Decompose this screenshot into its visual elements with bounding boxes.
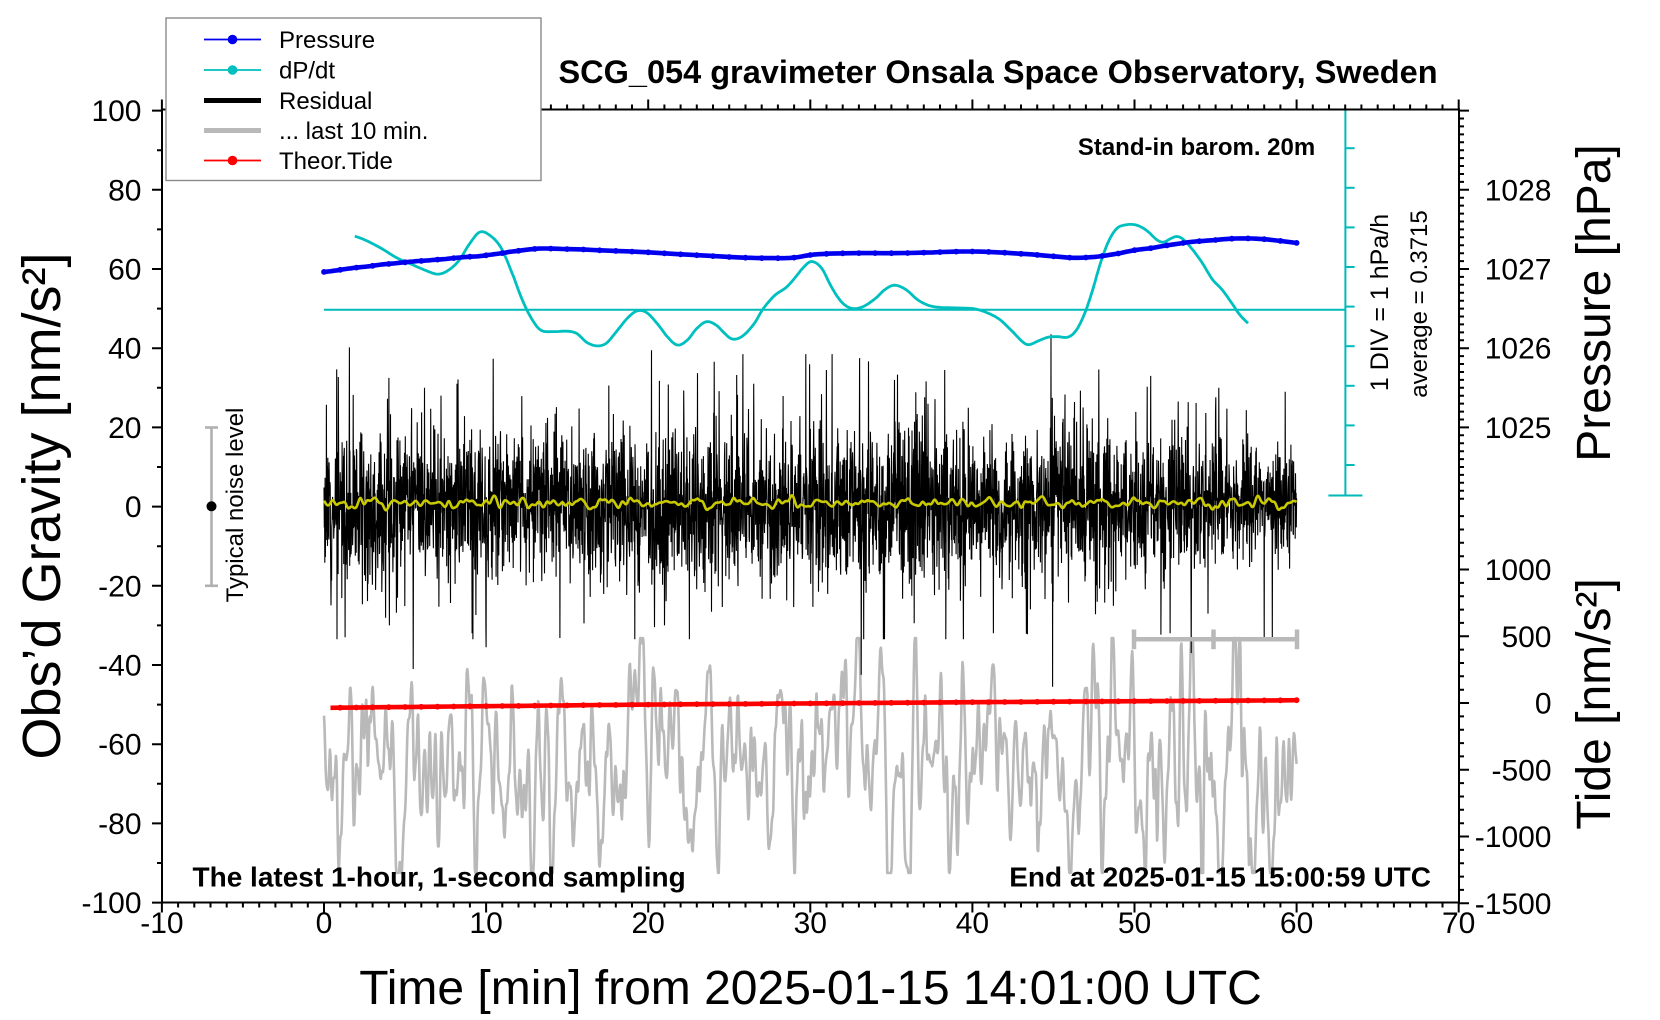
svg-text:0: 0	[1535, 688, 1552, 721]
svg-text:Pressure: Pressure	[279, 27, 375, 54]
svg-text:0: 0	[316, 907, 333, 940]
svg-text:-40: -40	[98, 650, 141, 683]
svg-text:Stand-in barom. 20m: Stand-in barom. 20m	[1078, 134, 1315, 161]
svg-text:End at 2025-01-15 15:00:59 UTC: End at 2025-01-15 15:00:59 UTC	[1009, 862, 1431, 893]
svg-text:1027: 1027	[1485, 254, 1552, 287]
svg-text:The latest 1-hour, 1-second sa: The latest 1-hour, 1-second sampling	[193, 862, 686, 893]
svg-text:-1500: -1500	[1475, 888, 1552, 921]
svg-text:20: 20	[632, 907, 665, 940]
svg-text:Time [min] from 2025-01-15 14:: Time [min] from 2025-01-15 14:01:00 UTC	[359, 962, 1262, 1015]
svg-text:-100: -100	[81, 887, 141, 920]
svg-text:30: 30	[794, 907, 827, 940]
svg-text:-80: -80	[98, 808, 141, 841]
svg-text:1026: 1026	[1485, 333, 1552, 366]
svg-text:SCG_054 gravimeter Onsala Spac: SCG_054 gravimeter Onsala Space Observat…	[558, 54, 1437, 90]
svg-text:dP/dt: dP/dt	[279, 58, 335, 85]
svg-text:-500: -500	[1491, 754, 1551, 787]
svg-text:60: 60	[1280, 907, 1313, 940]
svg-text:500: 500	[1501, 621, 1551, 654]
svg-text:Residual: Residual	[279, 88, 372, 115]
svg-text:1028: 1028	[1485, 174, 1552, 207]
svg-text:20: 20	[108, 412, 141, 445]
svg-text:Pressure [hPa]: Pressure [hPa]	[1568, 144, 1621, 461]
svg-text:-10: -10	[140, 907, 183, 940]
svg-text:40: 40	[108, 333, 141, 366]
svg-text:50: 50	[1118, 907, 1151, 940]
svg-text:Tide [nm/s²]: Tide [nm/s²]	[1568, 578, 1621, 830]
svg-text:Obs’d Gravity [nm/s²]: Obs’d Gravity [nm/s²]	[12, 252, 72, 759]
svg-text:average = 0.3715: average = 0.3715	[1406, 210, 1433, 398]
svg-text:70: 70	[1442, 907, 1475, 940]
svg-text:0: 0	[125, 491, 142, 524]
svg-text:Theor.Tide: Theor.Tide	[279, 148, 393, 175]
svg-text:10: 10	[469, 907, 502, 940]
svg-text:80: 80	[108, 174, 141, 207]
svg-text:-60: -60	[98, 729, 141, 762]
svg-text:40: 40	[956, 907, 989, 940]
svg-text:100: 100	[91, 95, 141, 128]
svg-text:60: 60	[108, 254, 141, 287]
svg-text:1 DIV = 1 hPa/h: 1 DIV = 1 hPa/h	[1366, 214, 1394, 391]
svg-text:Typical noise level: Typical noise level	[222, 408, 249, 603]
svg-text:-20: -20	[98, 570, 141, 603]
svg-text:-1000: -1000	[1475, 821, 1552, 854]
svg-text:... last 10 min.: ... last 10 min.	[279, 118, 428, 145]
svg-text:1000: 1000	[1485, 554, 1552, 587]
svg-text:1025: 1025	[1485, 412, 1552, 445]
